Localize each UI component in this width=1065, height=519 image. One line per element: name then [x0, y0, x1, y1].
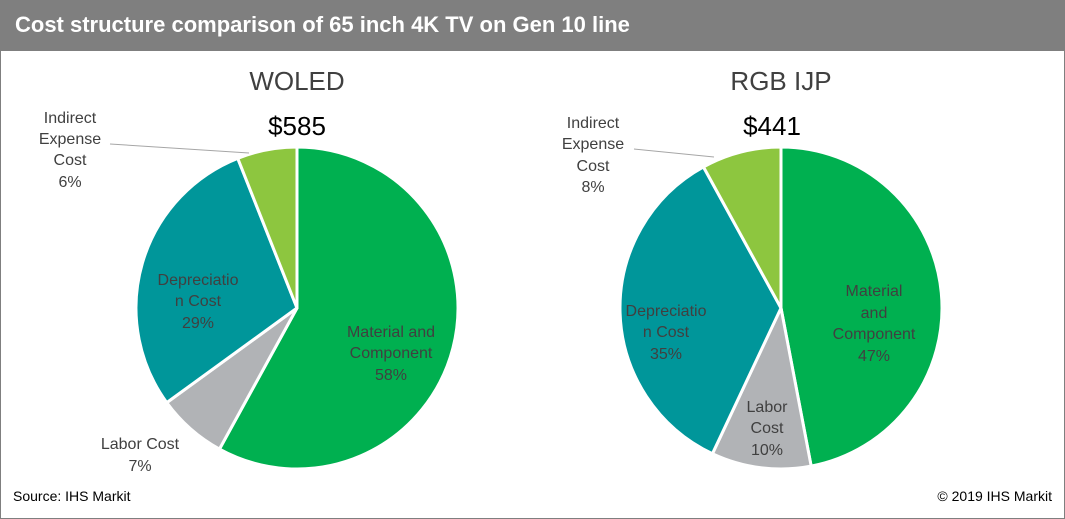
label-line: Indirect	[44, 110, 97, 127]
label-pct: 29%	[182, 315, 214, 332]
pie-chart-woled: WOLED $585 Indirect Expense Cost 6% Depr…	[39, 66, 460, 475]
label-line: and	[861, 305, 888, 322]
label-rgb-labor: Labor Cost 10%	[747, 399, 789, 459]
pie-slice-rgb-ijp-material	[779, 145, 944, 468]
leader-line-woled-indirect	[109, 143, 250, 154]
label-rgb-indirect: Indirect Expense Cost 8%	[562, 115, 624, 196]
pie-total-rgb-ijp: $441	[743, 111, 801, 141]
label-rgb-material: Material and Component 47%	[833, 283, 916, 365]
label-line: Cost	[54, 152, 87, 169]
label-woled-labor: Labor Cost 7%	[101, 436, 180, 475]
pie-slice-rgb-ijp-depreciation	[618, 165, 783, 456]
copyright-note: © 2019 IHS Markit	[937, 488, 1052, 504]
label-pct: 47%	[858, 348, 890, 365]
pie-slice-rgb-ijp-labor	[710, 306, 813, 471]
label-pct: 35%	[650, 346, 682, 363]
pie-slice-woled-indirect	[236, 145, 299, 310]
header-title: Cost structure comparison of 65 inch 4K …	[15, 12, 630, 37]
pie-slice-woled-depreciation	[134, 156, 299, 405]
label-line: Cost	[577, 158, 610, 175]
label-pct: 8%	[581, 179, 604, 196]
label-line: Expense	[39, 131, 101, 148]
label-pct: 6%	[58, 174, 81, 191]
label-pct: 58%	[375, 367, 407, 384]
label-pct: 10%	[751, 442, 783, 459]
label-line: Material	[846, 283, 903, 300]
pie-chart-rgb-ijp: RGB IJP $441 Indirect Expense Cost 8% De…	[562, 66, 944, 471]
pie-title-rgb-ijp: RGB IJP	[730, 66, 831, 96]
label-line: n Cost	[175, 293, 222, 310]
pie-total-woled: $585	[268, 111, 326, 141]
label-line: Depreciatio	[158, 272, 239, 289]
label-line: n Cost	[643, 324, 690, 341]
label-woled-indirect: Indirect Expense Cost 6%	[39, 110, 101, 191]
source-note: Source: IHS Markit	[13, 488, 131, 504]
label-line: Depreciatio	[626, 303, 707, 320]
label-line: Labor	[747, 399, 789, 416]
label-line: Labor Cost	[101, 436, 180, 453]
header-bar: Cost structure comparison of 65 inch 4K …	[1, 1, 1064, 53]
pie-title-woled: WOLED	[249, 66, 344, 96]
label-rgb-depreciation: Depreciatio n Cost 35%	[626, 303, 707, 363]
label-line: Material and	[347, 324, 435, 341]
label-woled-depreciation: Depreciatio n Cost 29%	[158, 272, 239, 332]
pie-slice-woled-material	[217, 145, 460, 471]
label-woled-material: Material and Component 58%	[347, 324, 435, 384]
label-line: Expense	[562, 136, 624, 153]
label-line: Component	[833, 326, 916, 343]
label-line: Indirect	[567, 115, 620, 132]
label-pct: 7%	[128, 458, 151, 475]
leader-line-rgb-indirect	[633, 148, 715, 158]
label-line: Cost	[751, 420, 784, 437]
label-line: Component	[350, 345, 433, 362]
pie-slice-rgb-ijp-indirect	[701, 145, 783, 310]
